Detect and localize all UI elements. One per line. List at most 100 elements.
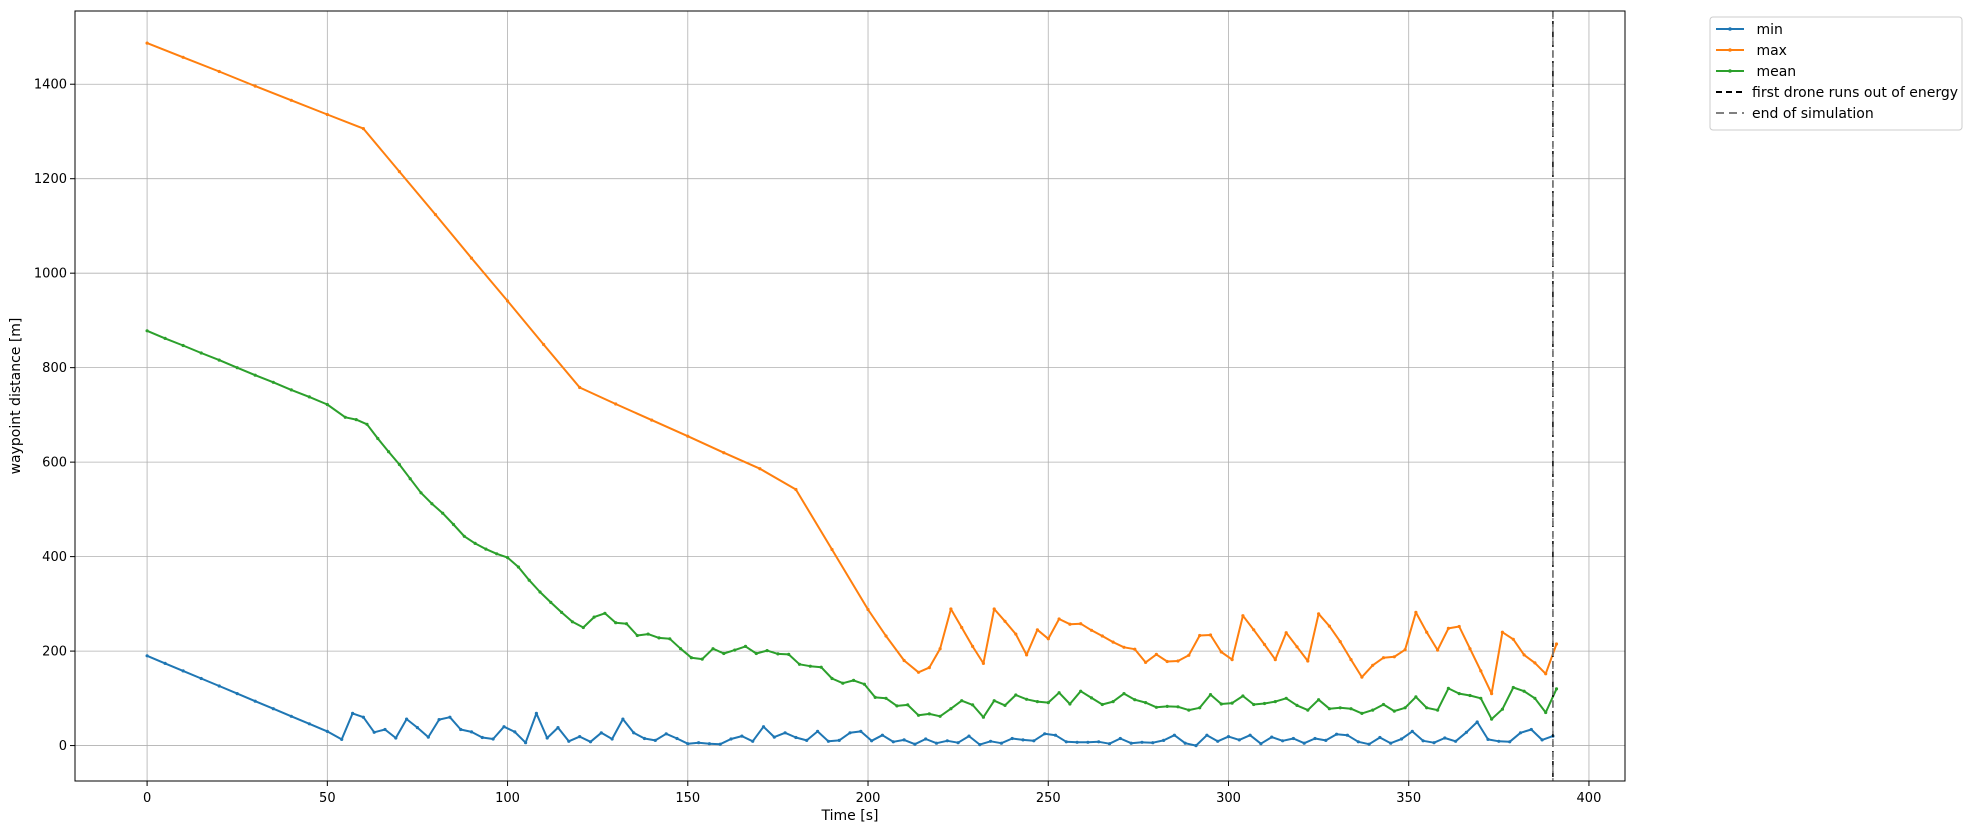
data-point [945, 739, 949, 743]
data-point [1208, 633, 1213, 637]
data-point [1295, 703, 1299, 708]
data-point [1392, 655, 1396, 659]
data-point [1219, 650, 1223, 654]
data-point [1281, 739, 1285, 743]
data-point [1306, 659, 1310, 663]
data-point [181, 669, 185, 673]
data-point [430, 502, 434, 506]
data-point [1389, 741, 1393, 745]
series-line [146, 329, 1558, 721]
data-point [1035, 628, 1039, 632]
data-point [1414, 610, 1418, 615]
data-point [253, 373, 257, 377]
data-point [1165, 704, 1169, 709]
data-point [343, 415, 347, 419]
data-point [1230, 658, 1234, 662]
data-point [325, 112, 329, 117]
data-point [1432, 741, 1436, 745]
data-point [199, 351, 203, 355]
data-point [895, 704, 899, 708]
legend-entry: mean [1716, 64, 1796, 80]
data-point [1399, 737, 1404, 741]
data-point [1454, 739, 1458, 743]
data-point [426, 735, 430, 739]
data-point [1436, 648, 1440, 652]
grid [75, 11, 1625, 781]
data-point [1273, 658, 1277, 662]
data-point [642, 736, 647, 741]
data-point [1262, 642, 1267, 647]
data-point [1500, 707, 1504, 711]
data-point [1475, 720, 1479, 724]
data-point [1270, 735, 1274, 739]
data-point [733, 648, 737, 652]
data-point [1392, 709, 1396, 713]
legend-label: mean [1752, 64, 1796, 80]
data-point [1338, 706, 1342, 710]
data-point [1194, 744, 1198, 748]
legend-marker [1728, 69, 1732, 73]
data-point [1291, 736, 1295, 741]
data-point [1371, 708, 1375, 712]
data-point [1248, 733, 1252, 737]
data-point [325, 402, 329, 407]
data-point [1025, 653, 1029, 657]
data-point [1446, 626, 1450, 631]
data-point [1003, 619, 1007, 623]
data-point [1172, 733, 1176, 737]
data-point [852, 678, 856, 683]
data-point [516, 565, 521, 569]
data-point [1529, 727, 1533, 732]
data-point [1252, 628, 1256, 632]
x-tick-label: 50 [319, 791, 336, 806]
data-point [1140, 740, 1144, 744]
data-point [686, 742, 690, 746]
data-point [971, 703, 975, 707]
legend-items: min max mean first drone runs out of ener… [1716, 22, 1958, 122]
data-point [794, 487, 798, 492]
data-point [570, 620, 575, 624]
data-point [729, 737, 733, 741]
data-point [1468, 693, 1472, 698]
data-point [1226, 735, 1231, 739]
data-point [927, 666, 931, 670]
data-point [862, 682, 867, 686]
data-point [758, 467, 762, 471]
data-point [376, 436, 380, 441]
data-point [1241, 694, 1245, 698]
data-point [884, 634, 888, 638]
data-point [1378, 735, 1382, 740]
data-point [433, 213, 438, 217]
data-point [816, 729, 820, 734]
y-tick-label: 800 [42, 361, 67, 376]
data-point [1075, 740, 1079, 744]
data-point [1097, 740, 1101, 744]
data-point [635, 633, 639, 638]
data-point [1335, 732, 1339, 736]
data-point [1230, 701, 1234, 705]
data-point [163, 661, 167, 666]
data-point [603, 611, 607, 615]
data-point [916, 670, 921, 674]
data-point [1014, 693, 1018, 697]
data-point [1010, 736, 1014, 741]
data-point [686, 434, 690, 438]
data-point [1421, 739, 1425, 743]
legend-entry: end of simulation [1716, 106, 1874, 122]
data-point [679, 647, 683, 651]
data-point [1403, 648, 1407, 652]
x-tick-label: 0 [143, 791, 151, 806]
data-point [491, 737, 495, 741]
x-tick-label: 300 [1216, 791, 1241, 806]
data-point [1118, 736, 1122, 741]
data-point [1144, 701, 1148, 705]
series-max [145, 41, 1559, 696]
data-point [253, 699, 257, 703]
legend-label: min [1752, 22, 1783, 38]
data-point [578, 735, 582, 739]
data-point [1317, 698, 1321, 702]
data-point [592, 615, 596, 619]
data-point [902, 738, 906, 742]
data-point [271, 380, 275, 384]
